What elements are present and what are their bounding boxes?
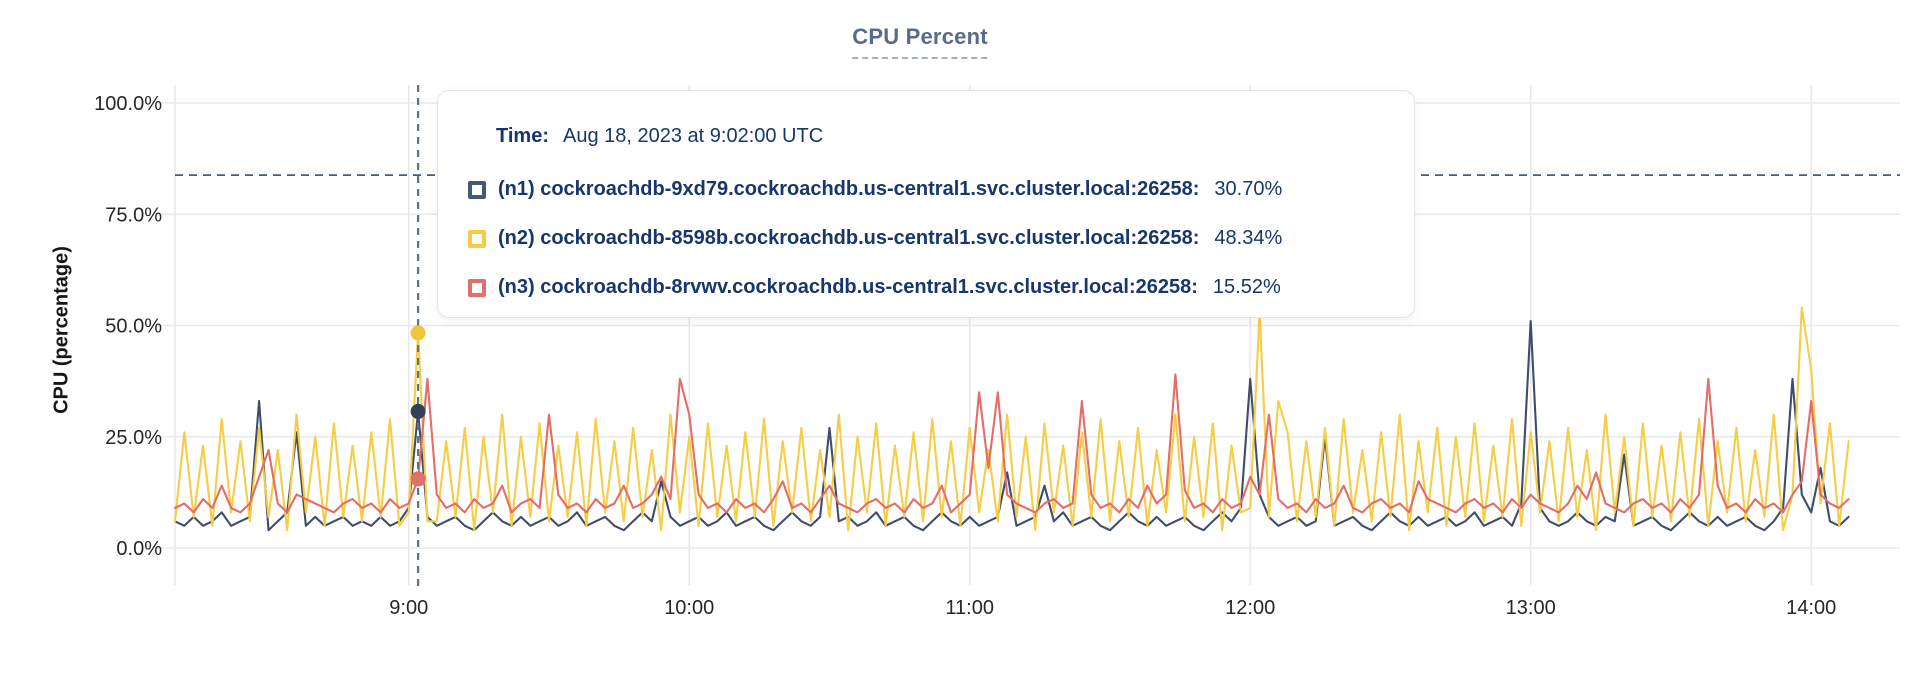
tooltip-time-value: Aug 18, 2023 at 9:02:00 UTC	[562, 124, 824, 147]
x-tick-label: 12:00	[1225, 597, 1275, 619]
series-n1-marker-icon	[468, 180, 486, 199]
x-tick-label: 11:00	[945, 597, 994, 619]
series-n2-marker-icon	[468, 229, 486, 248]
x-tick-label: 14:00	[1786, 597, 1836, 619]
y-tick-label: 100.0%	[94, 93, 162, 115]
tooltip-row-n2: (n2) cockroachdb-8598b.cockroachdb.us-ce…	[468, 214, 1378, 263]
x-tick-label: 9:00	[389, 597, 428, 619]
hover-tooltip: Time: Aug 18, 2023 at 9:02:00 UTC (n1) c…	[437, 90, 1415, 318]
hover-dot-n1	[410, 403, 426, 419]
series-line-n3	[173, 373, 1850, 514]
y-tick-label: 50.0%	[105, 316, 162, 338]
series-n1-value: 30.70%	[1214, 178, 1283, 200]
hover-dot-n2	[410, 325, 426, 341]
series-n3-marker-icon	[468, 278, 486, 297]
y-tick-label: 75.0%	[105, 204, 162, 226]
tooltip-time-label: Time:	[496, 124, 549, 147]
x-tick-label: 10:00	[664, 597, 714, 619]
series-n2-name: (n2) cockroachdb-8598b.cockroachdb.us-ce…	[498, 227, 1200, 249]
tooltip-row-n1: (n1) cockroachdb-9xd79.cockroachdb.us-ce…	[468, 165, 1378, 214]
series-n3-name: (n3) cockroachdb-8rvwv.cockroachdb.us-ce…	[498, 276, 1198, 298]
y-tick-label: 25.0%	[105, 427, 162, 449]
tooltip-time-row: Time: Aug 18, 2023 at 9:02:00 UTC	[496, 121, 1378, 151]
hover-dot-n3	[410, 471, 426, 487]
x-tick-label: 13:00	[1506, 597, 1556, 619]
tooltip-row-n3: (n3) cockroachdb-8rvwv.cockroachdb.us-ce…	[468, 263, 1378, 312]
series-n3-value: 15.52%	[1212, 276, 1281, 298]
y-tick-label: 0.0%	[116, 538, 162, 560]
chart-title[interactable]: CPU Percent	[852, 24, 988, 59]
series-n2-value: 48.34%	[1214, 227, 1283, 249]
series-n1-name: (n1) cockroachdb-9xd79.cockroachdb.us-ce…	[498, 178, 1200, 200]
